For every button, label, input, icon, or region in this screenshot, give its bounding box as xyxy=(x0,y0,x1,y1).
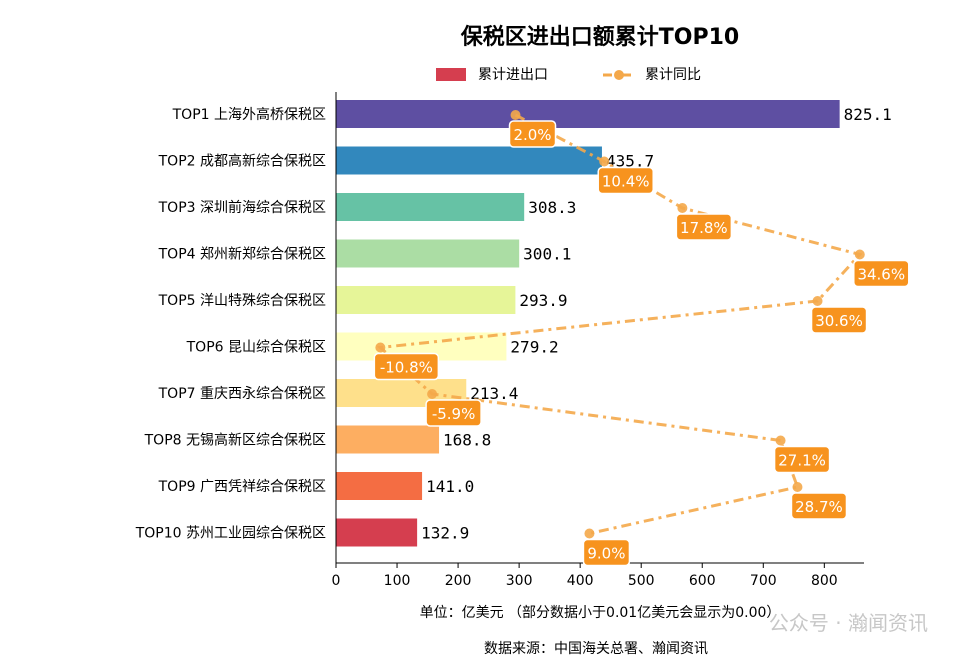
legend-label-line: 累计同比 xyxy=(645,67,701,83)
x-tick-label: 400 xyxy=(567,573,594,589)
bar-value-label: 308.3 xyxy=(528,198,576,217)
watermark: 公众号 · 瀚闻资讯 xyxy=(769,611,928,635)
legend-swatch-bar xyxy=(436,68,466,81)
yoy-label-box xyxy=(675,213,733,241)
category-label: TOP10 苏州工业园综合保税区 xyxy=(135,526,326,542)
bar xyxy=(336,146,602,175)
chart-title: 保税区进出口额累计TOP10 xyxy=(460,24,739,50)
category-label: TOP2 成都高新综合保税区 xyxy=(158,153,326,170)
bar-value-label: 213.4 xyxy=(470,384,518,403)
legend-marker-line xyxy=(614,70,624,80)
yoy-label: 17.8% xyxy=(680,219,728,237)
yoy-label: 10.4% xyxy=(602,173,650,191)
yoy-point xyxy=(510,110,521,120)
yoy-point xyxy=(599,156,610,167)
yoy-label-box xyxy=(810,306,868,334)
category-label: TOP7 重庆西永综合保税区 xyxy=(158,386,326,402)
category-label: TOP1 上海外高桥保税区 xyxy=(172,106,326,123)
category-label: TOP3 深圳前海综合保税区 xyxy=(158,199,326,216)
yoy-point xyxy=(775,435,786,446)
category-label: TOP9 广西凭祥综合保税区 xyxy=(158,479,326,495)
category-label: TOP6 昆山综合保税区 xyxy=(186,340,326,356)
bar-value-label: 825.1 xyxy=(844,105,892,124)
x-tick-label: 500 xyxy=(628,573,655,589)
yoy-label-box xyxy=(773,445,831,474)
yoy-label-box xyxy=(597,166,654,195)
bar-value-label: 300.1 xyxy=(523,245,571,264)
yoy-line-group: 2.0% 10.4% 17.8% 34.6% 30.6% -10.8% -5.9% 27.1%… xyxy=(373,110,910,567)
yoy-label-box xyxy=(853,259,910,288)
yoy-label-box xyxy=(790,492,848,520)
bar xyxy=(336,100,840,128)
x-tick-label: 0 xyxy=(332,573,341,589)
bar-value-label: 168.8 xyxy=(443,431,491,450)
yoy-point xyxy=(854,249,865,260)
yoy-point xyxy=(812,296,823,306)
bar-value-label: 279.2 xyxy=(510,338,558,357)
yoy-label-box xyxy=(373,352,440,381)
legend: 累计进出口 累计同比 xyxy=(436,67,701,83)
bar xyxy=(336,286,516,314)
yoy-point xyxy=(792,482,803,492)
x-tick-label: 100 xyxy=(384,573,411,589)
yoy-label: 27.1% xyxy=(778,452,826,470)
yoy-point xyxy=(584,528,595,539)
yoy-point xyxy=(427,389,438,399)
bar xyxy=(336,193,525,221)
x-tick-label: 200 xyxy=(445,573,472,589)
bar xyxy=(336,518,418,547)
yoy-label: 9.0% xyxy=(587,545,625,563)
yoy-label: -10.8% xyxy=(380,359,433,377)
x-tick-label: 600 xyxy=(689,573,716,589)
yoy-label: 28.7% xyxy=(795,498,843,516)
bar-value-label: 435.7 xyxy=(606,152,654,171)
bar xyxy=(336,425,440,454)
data-source: 数据来源：中国海关总署、瀚闻资讯 xyxy=(484,641,708,657)
bar-value-label: 293.9 xyxy=(519,291,567,310)
bar-value-label: 132.9 xyxy=(421,524,469,543)
x-axis-label: 单位：亿美元 （部分数据小于0.01亿美元会显示为0.00） xyxy=(420,605,781,621)
bar xyxy=(336,472,423,500)
x-tick-label: 700 xyxy=(750,573,777,589)
yoy-point xyxy=(375,342,386,353)
yoy-label-box xyxy=(582,538,631,567)
yoy-label: 2.0% xyxy=(513,126,551,144)
yoy-label: 30.6% xyxy=(815,312,863,330)
yoy-label: 34.6% xyxy=(857,266,905,284)
bar xyxy=(336,239,520,268)
category-labels-group: TOP1 上海外高桥保税区 TOP2 成都高新综合保税区 TOP3 深圳前海综合保税… xyxy=(135,106,326,542)
yoy-label: -5.9% xyxy=(432,405,476,423)
x-ticks-group: 0 100 200 300 400 500 600 700 800 xyxy=(332,563,838,589)
yoy-label-box xyxy=(425,399,482,427)
x-tick-label: 800 xyxy=(811,573,838,589)
bar-value-label: 141.0 xyxy=(426,477,474,496)
bars-group xyxy=(336,100,840,547)
category-label: TOP4 郑州新郑综合保税区 xyxy=(158,247,326,263)
category-label: TOP8 无锡高新区综合保税区 xyxy=(144,432,326,449)
category-label: TOP5 洋山特殊综合保税区 xyxy=(158,293,326,309)
value-labels-group: 825.1 435.7 308.3 300.1 293.9 279.2 213.4 168.8… xyxy=(421,105,892,543)
legend-label-bar: 累计进出口 xyxy=(478,67,548,83)
yoy-point xyxy=(677,203,688,213)
yoy-label-box xyxy=(508,120,557,148)
x-tick-label: 300 xyxy=(506,573,533,589)
